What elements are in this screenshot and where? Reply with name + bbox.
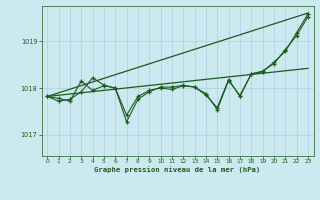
X-axis label: Graphe pression niveau de la mer (hPa): Graphe pression niveau de la mer (hPa) bbox=[94, 167, 261, 173]
